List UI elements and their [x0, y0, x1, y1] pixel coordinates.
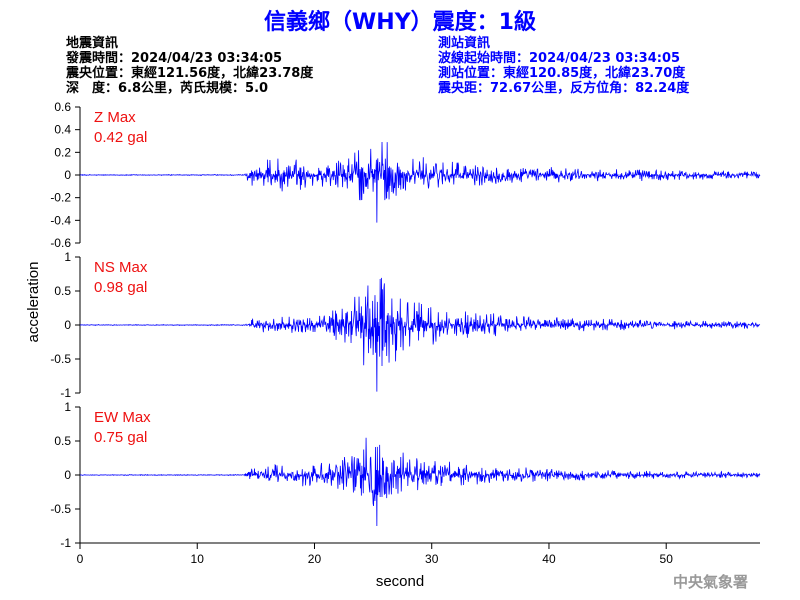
- agency-footer: 中央氣象署: [672, 573, 748, 591]
- y-tick-label: 0.5: [54, 284, 71, 298]
- y-tick-label: 0: [64, 318, 71, 332]
- event-info-heading: 地震資訊: [66, 36, 119, 51]
- panel-max-ew: 0.75 gal: [94, 429, 147, 446]
- y-tick-label: 0.2: [54, 145, 71, 159]
- y-tick-label: 0.4: [54, 123, 71, 137]
- x-tick-label: 10: [191, 552, 205, 566]
- x-tick-label: 20: [308, 552, 322, 566]
- distance-azimuth: 震央距：72.67公里，反方位角：82.24度: [438, 81, 690, 96]
- panel-max-ns: 0.98 gal: [94, 279, 147, 296]
- panel-label-ns: NS Max: [94, 259, 148, 276]
- page-title: 信義鄉（WHY）震度：1級: [264, 10, 536, 35]
- y-tick-label: 0.5: [54, 434, 71, 448]
- x-tick-label: 50: [660, 552, 674, 566]
- panel-label-z: Z Max: [94, 109, 136, 126]
- y-tick-label: 0: [64, 468, 71, 482]
- panel-max-z: 0.42 gal: [94, 129, 147, 146]
- waveform-z: [79, 141, 761, 223]
- x-tick-label: 30: [425, 552, 439, 566]
- waveform-ns: [79, 277, 761, 392]
- y-tick-label: -1: [60, 536, 71, 550]
- y-axis-title: acceleration: [25, 262, 42, 343]
- station-info: 測站資訊 波線起始時間：2024/04/23 03:34:05 測站位置：東經1…: [438, 36, 689, 96]
- y-tick-label: 0: [64, 168, 71, 182]
- x-tick-label: 0: [77, 552, 84, 566]
- waveform-ew: [79, 437, 761, 527]
- panel-label-ew: EW Max: [94, 409, 151, 426]
- x-tick-label: 40: [542, 552, 556, 566]
- origin-time: 發震時間：2024/04/23 03:34:05: [66, 51, 283, 66]
- y-tick-label: -0.6: [50, 236, 71, 250]
- y-tick-label: -0.5: [50, 352, 71, 366]
- depth-magnitude: 深 度：6.8公里，芮氏規模：5.0: [66, 81, 269, 96]
- y-tick-label: -0.2: [50, 191, 71, 205]
- y-tick-label: 0.6: [54, 100, 71, 114]
- y-tick-label: 1: [64, 400, 71, 414]
- x-axis-title: second: [376, 573, 424, 590]
- epicenter: 震央位置：東經121.56度，北緯23.78度: [66, 66, 314, 81]
- station-info-heading: 測站資訊: [438, 36, 491, 51]
- y-tick-label: -0.4: [50, 213, 71, 227]
- event-info: 地震資訊 發震時間：2024/04/23 03:34:05 震央位置：東經121…: [66, 36, 313, 96]
- y-tick-label: -0.5: [50, 502, 71, 516]
- y-tick-label: 1: [64, 250, 71, 264]
- wave-start-time: 波線起始時間：2024/04/23 03:34:05: [438, 51, 681, 66]
- station-location: 測站位置：東經120.85度，北緯23.70度: [438, 66, 686, 81]
- y-tick-label: -1: [60, 386, 71, 400]
